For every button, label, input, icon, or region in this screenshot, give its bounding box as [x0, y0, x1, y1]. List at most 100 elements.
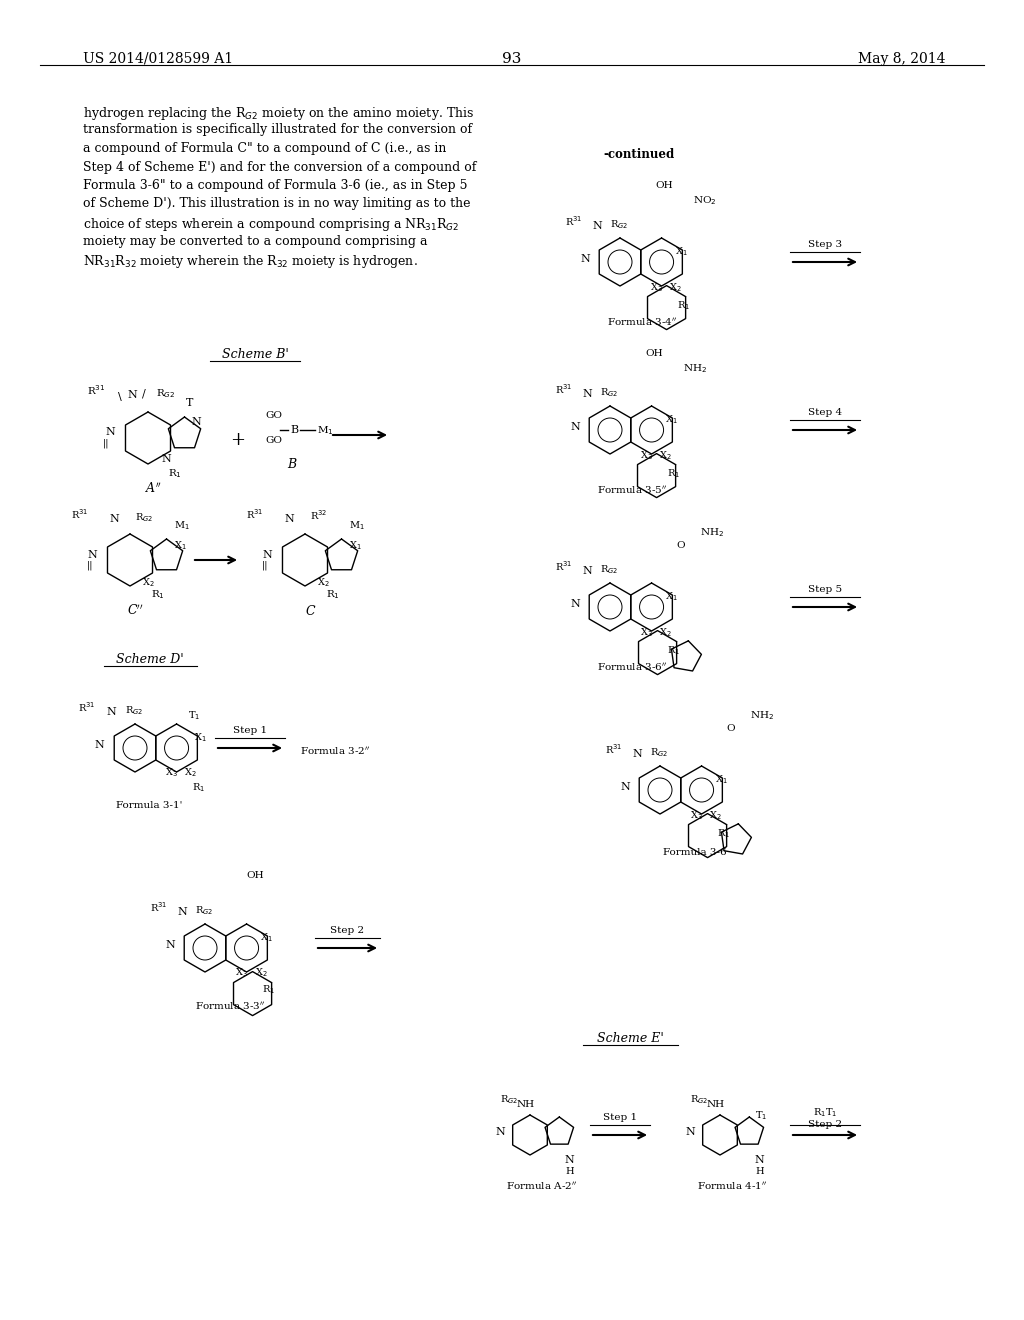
Text: B: B — [290, 425, 298, 436]
Text: X$_3$: X$_3$ — [236, 966, 248, 979]
Text: X$_1$: X$_1$ — [260, 931, 273, 944]
Text: OH: OH — [655, 181, 674, 190]
Text: X$_3$: X$_3$ — [650, 281, 663, 294]
Text: N: N — [755, 1155, 764, 1166]
Text: T$_1$: T$_1$ — [188, 709, 201, 722]
Text: ||: || — [102, 438, 110, 447]
Text: R$^{31}$: R$^{31}$ — [78, 700, 95, 714]
Text: X$_2$: X$_2$ — [316, 576, 330, 589]
Text: C: C — [305, 605, 314, 618]
Text: R$_{G2}$: R$_{G2}$ — [690, 1093, 708, 1106]
Text: O: O — [676, 541, 685, 550]
Text: N: N — [632, 748, 642, 759]
Text: R$_{G2}$: R$_{G2}$ — [610, 218, 629, 231]
Text: R$_{G2}$: R$_{G2}$ — [600, 564, 618, 576]
Text: US 2014/0128599 A1: US 2014/0128599 A1 — [83, 51, 233, 66]
Text: R$_{G2}$: R$_{G2}$ — [650, 746, 669, 759]
Text: OH: OH — [247, 871, 264, 880]
Text: NR$_{31}$R$_{32}$ moiety wherein the R$_{32}$ moiety is hydrogen.: NR$_{31}$R$_{32}$ moiety wherein the R$_… — [83, 253, 418, 271]
Text: R$_{G2}$: R$_{G2}$ — [600, 385, 618, 399]
Text: Formula 3-6$''$: Formula 3-6$''$ — [597, 660, 668, 673]
Text: N: N — [110, 513, 119, 524]
Text: N: N — [127, 389, 137, 400]
Text: N: N — [94, 741, 103, 750]
Text: R$_1$: R$_1$ — [326, 587, 340, 601]
Text: NH$_2$: NH$_2$ — [750, 709, 774, 722]
Text: N: N — [284, 513, 294, 524]
Text: N: N — [685, 1127, 695, 1137]
Text: R$^{31}$: R$^{31}$ — [555, 383, 572, 396]
Text: R$_{G2}$: R$_{G2}$ — [195, 904, 213, 917]
Text: May 8, 2014: May 8, 2014 — [857, 51, 945, 66]
Text: Formula 3-3$''$: Formula 3-3$''$ — [195, 999, 265, 1012]
Text: $\backslash$: $\backslash$ — [117, 389, 123, 403]
Text: Step 1: Step 1 — [603, 1113, 637, 1122]
Text: X$_1$: X$_1$ — [715, 774, 728, 785]
Text: R$^{31}$: R$^{31}$ — [71, 507, 88, 521]
Text: Step 5: Step 5 — [808, 585, 842, 594]
Text: R$_1$: R$_1$ — [262, 983, 275, 995]
Text: H: H — [565, 1167, 573, 1176]
Text: R$^{31}$: R$^{31}$ — [246, 507, 263, 521]
Text: R$_1$: R$_1$ — [152, 587, 165, 601]
Text: Formula 3-5$''$: Formula 3-5$''$ — [597, 483, 668, 496]
Text: NH: NH — [707, 1100, 725, 1109]
Text: NH$_2$: NH$_2$ — [699, 525, 724, 539]
Text: N: N — [161, 454, 171, 465]
Text: GO: GO — [265, 436, 282, 445]
Text: X$_1$: X$_1$ — [675, 246, 688, 257]
Text: -continued: -continued — [603, 148, 674, 161]
Text: X$_1$: X$_1$ — [666, 413, 678, 426]
Text: T: T — [186, 399, 194, 408]
Text: of Scheme D'). This illustration is in no way limiting as to the: of Scheme D'). This illustration is in n… — [83, 198, 470, 210]
Text: N: N — [582, 389, 592, 399]
Text: O: O — [726, 723, 735, 733]
Text: X$_3$: X$_3$ — [640, 626, 653, 639]
Text: N: N — [570, 422, 580, 432]
Text: NH$_2$: NH$_2$ — [683, 362, 707, 375]
Text: N: N — [496, 1127, 505, 1137]
Text: N: N — [621, 781, 630, 792]
Text: X$_1$: X$_1$ — [195, 731, 207, 743]
Text: N: N — [582, 566, 592, 576]
Text: NH: NH — [517, 1100, 536, 1109]
Text: R$_1$: R$_1$ — [667, 644, 680, 657]
Text: M$_1$: M$_1$ — [174, 519, 189, 532]
Text: R$^{32}$: R$^{32}$ — [310, 508, 328, 521]
Text: X$_1$: X$_1$ — [174, 539, 186, 552]
Text: N: N — [106, 708, 116, 717]
Text: Scheme B': Scheme B' — [221, 348, 289, 360]
Text: R$^{31}$: R$^{31}$ — [604, 742, 622, 756]
Text: /: / — [142, 388, 145, 399]
Text: R$_{G2}$: R$_{G2}$ — [135, 511, 154, 524]
Text: +: + — [230, 432, 246, 449]
Text: hydrogen replacing the R$_{G2}$ moiety on the amino moiety. This: hydrogen replacing the R$_{G2}$ moiety o… — [83, 106, 474, 121]
Text: Formula A-2$''$: Formula A-2$''$ — [506, 1180, 578, 1192]
Text: ||: || — [87, 561, 93, 570]
Text: N: N — [262, 550, 272, 560]
Text: R$_1$T$_1$: R$_1$T$_1$ — [813, 1106, 838, 1119]
Text: R$_1$: R$_1$ — [168, 467, 182, 479]
Text: N: N — [564, 1155, 574, 1166]
Text: R$_{G2}$: R$_{G2}$ — [500, 1093, 518, 1106]
Text: moiety may be converted to a compound comprising a: moiety may be converted to a compound co… — [83, 235, 427, 248]
Text: H: H — [755, 1167, 764, 1176]
Text: R$_1$: R$_1$ — [717, 828, 730, 840]
Text: R$^{31}$: R$^{31}$ — [564, 214, 582, 228]
Text: Scheme D': Scheme D' — [116, 653, 184, 667]
Text: Step 2: Step 2 — [808, 1119, 842, 1129]
Text: Formula 3-6: Formula 3-6 — [664, 847, 727, 857]
Text: GO: GO — [265, 411, 282, 420]
Text: ||: || — [262, 561, 268, 570]
Text: X$_2$: X$_2$ — [141, 576, 155, 589]
Text: X$_2$: X$_2$ — [659, 626, 672, 639]
Text: C$''$: C$''$ — [127, 603, 143, 618]
Text: R$_1$: R$_1$ — [677, 300, 690, 312]
Text: Step 4: Step 4 — [808, 408, 842, 417]
Text: Step 2: Step 2 — [330, 927, 365, 935]
Text: X$_2$: X$_2$ — [255, 966, 268, 979]
Text: 93: 93 — [503, 51, 521, 66]
Text: Step 3: Step 3 — [808, 240, 842, 249]
Text: N: N — [581, 253, 590, 264]
Text: X$_1$: X$_1$ — [666, 590, 678, 603]
